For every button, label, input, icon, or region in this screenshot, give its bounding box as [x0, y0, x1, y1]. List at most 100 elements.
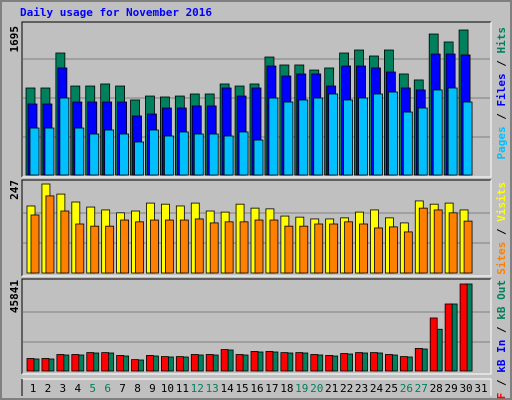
bar — [194, 218, 204, 274]
bar — [178, 131, 189, 176]
legend-separator: / — [495, 107, 508, 127]
axis-border — [22, 378, 492, 396]
bar — [41, 358, 50, 372]
bar — [284, 225, 294, 274]
legend-entry: Pages — [495, 126, 508, 159]
bar — [205, 354, 214, 372]
legend: kB F / kB In / kB Out — [495, 280, 508, 400]
bar — [163, 135, 174, 176]
bar — [239, 221, 249, 274]
legend-entry: Visits — [495, 182, 508, 222]
bar — [90, 225, 100, 274]
x-tick-label: 13 — [206, 382, 219, 395]
bar — [265, 351, 274, 372]
bar — [119, 133, 129, 176]
bar — [146, 355, 154, 372]
x-tick-label: 17 — [265, 382, 278, 395]
bar — [417, 107, 428, 176]
x-tick-label: 23 — [355, 382, 368, 395]
bar — [71, 354, 80, 372]
bar — [30, 214, 40, 274]
x-tick-label: 19 — [295, 382, 308, 395]
bar — [59, 97, 70, 176]
bar — [220, 349, 229, 372]
legend-separator: / — [495, 54, 508, 74]
panel-border — [22, 279, 492, 375]
panel-border — [21, 278, 491, 374]
bar — [60, 210, 70, 274]
bar — [355, 352, 363, 372]
bar — [26, 358, 35, 372]
bar — [179, 219, 189, 274]
bar — [74, 127, 85, 176]
x-tick-label: 24 — [370, 382, 384, 395]
x-tick-label: 26 — [400, 382, 413, 395]
bar — [238, 131, 249, 176]
bar — [343, 99, 354, 176]
bar — [340, 353, 349, 372]
panel-border — [21, 21, 491, 177]
bar — [388, 226, 398, 274]
bar — [75, 223, 85, 274]
bar — [250, 351, 259, 372]
bar — [429, 317, 438, 372]
bar — [418, 207, 428, 274]
bar — [328, 93, 339, 176]
bar — [432, 89, 443, 176]
x-tick-label: 28 — [430, 382, 443, 395]
legend-entry: Hits — [495, 27, 508, 54]
bar — [160, 356, 169, 372]
bar — [175, 356, 184, 372]
bar — [223, 135, 234, 176]
bar — [134, 141, 144, 176]
bar — [283, 101, 294, 176]
panel-border — [22, 180, 492, 277]
bar — [224, 221, 234, 274]
bar — [120, 219, 129, 274]
bar — [310, 354, 319, 372]
x-tick-label: 20 — [310, 382, 323, 395]
bar — [268, 97, 279, 176]
bar — [209, 222, 219, 274]
x-tick-label: 31 — [474, 382, 487, 395]
bar — [329, 223, 339, 274]
bar — [373, 93, 383, 176]
bar — [433, 209, 443, 274]
bar — [414, 348, 423, 372]
bar — [253, 139, 264, 176]
x-tick-label: 8 — [134, 382, 141, 395]
legend-entry: Sites — [495, 242, 508, 275]
bar — [370, 352, 378, 372]
bar — [101, 352, 110, 372]
bar — [208, 133, 219, 176]
x-tick-label: 25 — [385, 382, 398, 395]
x-tick-label: 2 — [45, 382, 52, 395]
x-tick-label: 4 — [74, 382, 81, 395]
x-tick-label: 7 — [119, 382, 126, 395]
legend-separator: / — [495, 373, 508, 393]
bar — [235, 354, 244, 372]
bar — [190, 354, 199, 372]
bar — [325, 355, 334, 372]
legend: Sites / Visits — [495, 182, 508, 275]
x-tick-label: 14 — [221, 382, 235, 395]
bar — [314, 223, 324, 274]
x-tick-label: 16 — [250, 382, 263, 395]
legend-separator: / — [495, 320, 508, 340]
y-tick-label: 247 — [8, 180, 21, 200]
x-tick-label: 6 — [104, 382, 111, 395]
bar — [280, 352, 289, 372]
y-tick-label: 1695 — [8, 26, 21, 53]
bar — [358, 97, 368, 176]
bar — [44, 127, 55, 176]
bar — [384, 354, 393, 372]
bar — [45, 195, 55, 274]
bar — [131, 359, 139, 372]
legend-entry: kB Out — [495, 280, 508, 320]
chart-title: Daily usage for November 2016 — [20, 6, 212, 19]
legend-entry: Files — [495, 73, 508, 106]
bar — [299, 225, 309, 274]
y-tick-label: 45841 — [8, 280, 21, 313]
x-tick-label: 12 — [191, 382, 204, 395]
